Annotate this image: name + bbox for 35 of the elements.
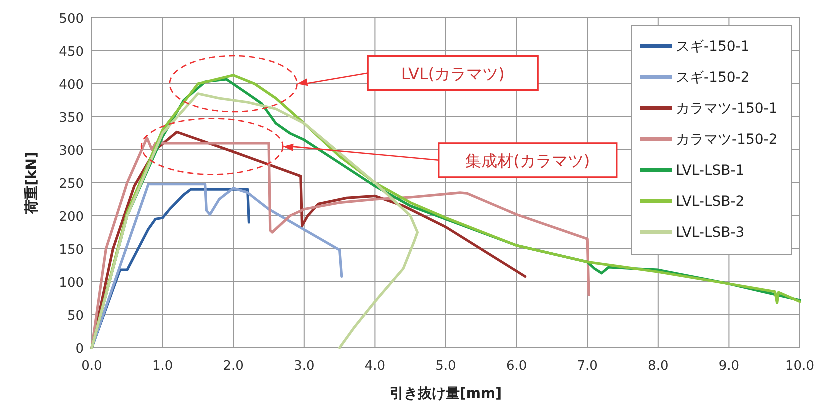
legend-label: LVL-LSB-3	[676, 225, 745, 241]
legend-label: カラマツ-150-2	[676, 132, 778, 148]
x-axis-title: 引き抜け量[mm]	[390, 386, 502, 402]
y-tick-label: 150	[59, 243, 84, 258]
y-tick-label: 200	[59, 210, 84, 225]
legend-label: LVL-LSB-1	[676, 163, 745, 179]
line-series	[90, 183, 344, 350]
legend-label: カラマツ-150-1	[676, 101, 778, 117]
y-tick-label: 250	[59, 177, 84, 192]
x-tick-label: 8.0	[648, 359, 669, 374]
x-tick-label: 0.0	[82, 359, 102, 374]
y-tick-label: 450	[59, 45, 84, 60]
line-series	[90, 92, 419, 350]
annotation: 集成材(カラマツ)	[466, 151, 590, 170]
y-axis-title: 荷重[kN]	[24, 152, 40, 215]
x-tick-label: 10.0	[786, 359, 814, 374]
y-tick-label: 100	[59, 276, 84, 291]
y-tick-label: 350	[59, 111, 84, 126]
x-tick-label: 1.0	[152, 359, 174, 374]
x-tick-label: 3.0	[294, 359, 315, 374]
y-tick-label: 400	[59, 78, 84, 93]
x-tick-label: 6.0	[506, 359, 528, 374]
legend-label: LVL-LSB-2	[676, 194, 745, 210]
y-tick-label: 300	[59, 144, 84, 159]
x-tick-label: 5.0	[436, 359, 456, 374]
x-tick-label: 4.0	[364, 359, 386, 374]
y-tick-label: 0	[76, 342, 84, 357]
y-tick-label: 50	[67, 309, 84, 324]
annotation: LVL(カラマツ)	[401, 64, 505, 84]
y-tick-label: 500	[59, 12, 84, 27]
legend-label: スギ-150-2	[676, 70, 750, 86]
x-tick-label: 7.0	[577, 359, 598, 374]
x-tick-label: 2.0	[223, 359, 244, 374]
x-tick-label: 9.0	[718, 359, 740, 374]
legend-label: スギ-150-1	[676, 39, 750, 55]
